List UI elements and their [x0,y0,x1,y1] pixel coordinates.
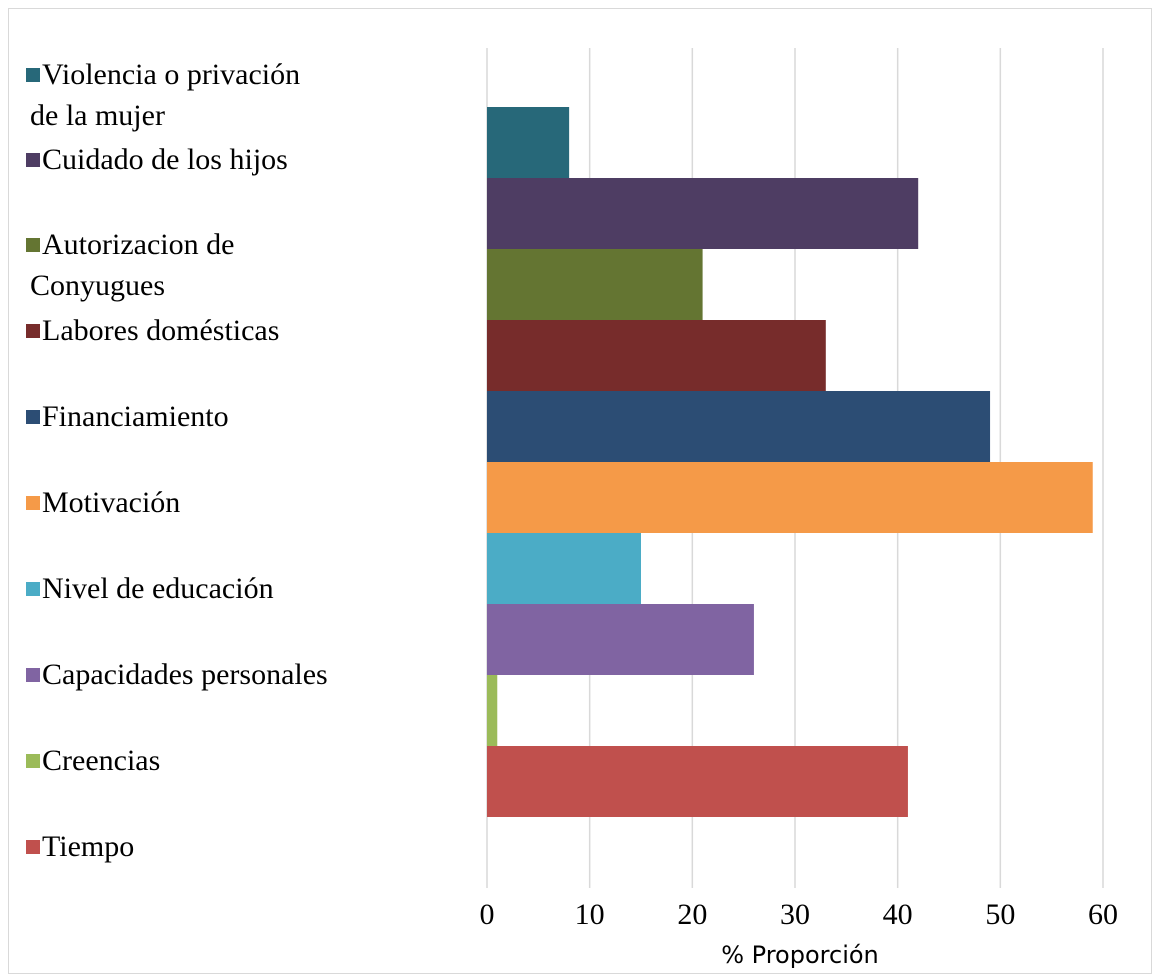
x-tick-label-40: 40 [883,898,913,931]
legend-label-3: Labores domésticas [42,314,279,347]
legend-swatch-8 [26,754,40,768]
legend-swatch-5 [26,496,40,510]
legend-label-2-line-1: Conyugues [30,269,165,302]
x-axis-title: % Proporción [721,941,879,969]
legend-swatch-6 [26,582,40,596]
x-tick-label-10: 10 [575,898,605,931]
legend-label-7: Capacidades personales [42,658,328,691]
bar-1 [487,178,919,249]
bar-2 [487,249,703,320]
legend-swatch-1 [26,153,40,167]
legend-label-4: Financiamiento [42,400,229,433]
legend-label-0: Violencia o privación [42,58,300,91]
legend-swatch-2 [26,238,40,252]
bar-8 [487,675,498,746]
x-tick-label-60: 60 [1088,898,1118,931]
legend-swatch-7 [26,668,40,682]
legend-label-9: Tiempo [42,830,134,863]
legend-label-6: Nivel de educación [42,572,274,605]
bar-6 [487,533,641,604]
legend-label-8: Creencias [42,744,160,777]
x-tick-label-50: 50 [985,898,1015,931]
bars [487,107,1093,817]
bar-0 [487,107,570,178]
legend-label-0-line-1: de la mujer [30,99,165,132]
legend-swatch-9 [26,840,40,854]
x-axis-ticks: 0 10 20 30 40 50 60 [480,898,1119,931]
x-tick-label-0: 0 [480,898,495,931]
bar-3 [487,320,826,391]
legend-swatch-0 [26,68,40,82]
legend-label-5: Motivación [42,486,180,519]
x-tick-label-30: 30 [780,898,810,931]
bar-7 [487,604,754,675]
legend-label-2: Autorizacion de [42,228,234,261]
bar-5 [487,462,1093,533]
bar-4 [487,391,991,462]
legend-swatch-4 [26,410,40,424]
bar-9 [487,746,908,817]
x-tick-label-20: 20 [677,898,707,931]
legend-label-1: Cuidado de los hijos [42,143,288,176]
legend: Violencia o privación de la mujer Cuidado … [26,58,328,863]
legend-swatch-3 [26,324,40,338]
